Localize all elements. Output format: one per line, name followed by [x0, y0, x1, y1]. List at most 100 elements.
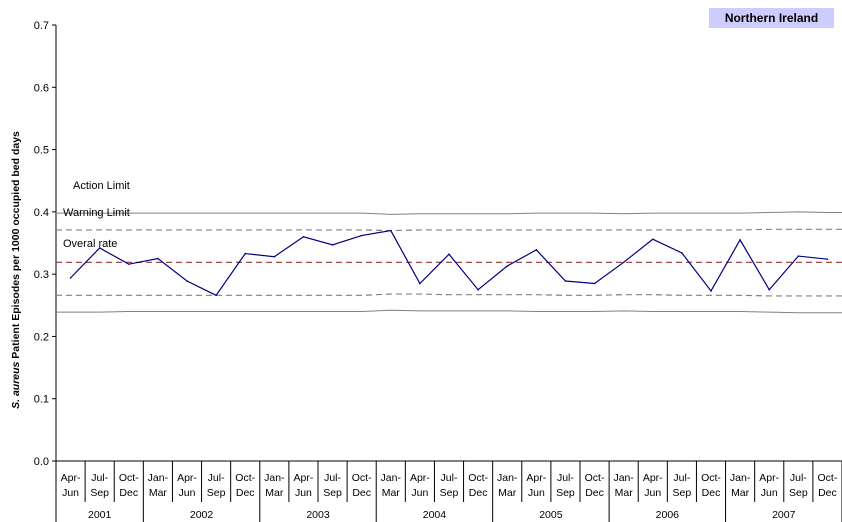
action-limit-label: Action Limit	[73, 180, 130, 192]
quarter-label-line1: Jul-	[324, 472, 341, 484]
quarter-label-line2: Sep	[673, 487, 692, 499]
quarter-label-line1: Jan-	[148, 472, 169, 484]
quarter-label-line2: Jun	[411, 487, 428, 499]
year-label: 2003	[306, 509, 330, 521]
quarter-label-line1: Apr-	[61, 472, 81, 484]
rate-point	[535, 249, 538, 251]
rate-point	[710, 290, 712, 292]
rate-point	[477, 288, 479, 291]
y-tick-label: 0.1	[34, 394, 49, 406]
rate-point	[826, 258, 829, 260]
rate-point	[127, 263, 130, 265]
action-limit-upper-line	[56, 211, 842, 215]
quarter-label-line2: Sep	[323, 487, 342, 499]
rate-point	[593, 282, 596, 285]
warning-limit-lower-line	[56, 293, 842, 297]
quarter-label-line2: Mar	[149, 487, 168, 499]
quarter-label-line2: Dec	[352, 487, 371, 499]
year-label: 2002	[190, 509, 214, 521]
year-label: 2004	[423, 509, 447, 521]
y-tick-label: 0.6	[34, 82, 49, 94]
quarter-label-line2: Mar	[498, 487, 517, 499]
control-lines	[56, 211, 842, 314]
quarter-label-line1: Jan-	[613, 472, 634, 484]
axes: 0.0 0.1 0.2 0.3 0.4 0.5 0.6 0.7	[34, 20, 57, 468]
rate-point	[69, 277, 72, 279]
quarter-label-line2: Jun	[62, 487, 79, 499]
year-label: 2006	[656, 509, 680, 521]
quarter-label-line2: Sep	[90, 487, 109, 499]
quarter-label-line1: Oct-	[352, 472, 372, 484]
quarter-label-line1: Jul-	[673, 472, 690, 484]
quarter-label-line1: Jul-	[91, 472, 108, 484]
year-label: 2005	[539, 509, 563, 521]
rate-point	[651, 238, 654, 241]
year-label: 2007	[772, 509, 796, 521]
y-tick-label: 0.4	[34, 207, 49, 219]
rate-point	[448, 253, 450, 256]
rate-point	[506, 265, 509, 267]
quarter-label-line2: Mar	[265, 487, 284, 499]
rate-point	[331, 244, 334, 246]
quarter-label-line2: Mar	[615, 487, 634, 499]
rate-point	[681, 252, 683, 254]
quarter-label-line2: Jun	[528, 487, 545, 499]
year-label: 2001	[88, 509, 112, 521]
quarter-label-line1: Oct-	[468, 472, 488, 484]
rate-point	[273, 255, 276, 258]
quarter-label-line1: Apr-	[410, 472, 430, 484]
quarter-label-line2: Mar	[382, 487, 401, 499]
rate-point	[622, 261, 625, 264]
rate-point	[564, 280, 567, 282]
quarter-label-line1: Apr-	[526, 472, 546, 484]
quarter-label-line2: Dec	[119, 487, 138, 499]
quarter-label-line1: Apr-	[294, 472, 314, 484]
quarter-label-line1: Apr-	[643, 472, 663, 484]
quarter-label-line2: Sep	[207, 487, 226, 499]
quarter-label-line2: Mar	[731, 487, 750, 499]
warning-limit-label: Warning Limit	[63, 207, 130, 219]
quarter-label-line2: Dec	[818, 487, 837, 499]
series-rate	[69, 229, 829, 297]
action-limit-lower-line	[56, 309, 842, 314]
y-tick-label: 0.2	[34, 331, 49, 343]
rate-point	[360, 234, 363, 237]
quarter-label-line1: Jan-	[730, 472, 751, 484]
rate-point	[419, 282, 421, 285]
rate-point	[302, 235, 305, 238]
y-axis-label-species: S. aureus	[10, 361, 22, 409]
quarter-label-line2: Sep	[440, 487, 459, 499]
quarter-label-line2: Dec	[702, 487, 721, 499]
y-tick-label: 0.3	[34, 269, 49, 281]
rate-point	[768, 288, 771, 291]
quarter-label-line2: Jun	[295, 487, 312, 499]
y-axis-label-rest: Patient Episodes per 1000 occupied bed d…	[10, 131, 22, 362]
rate-series-line	[70, 229, 828, 297]
quarter-label-line2: Sep	[789, 487, 808, 499]
quarter-label-line2: Jun	[761, 487, 778, 499]
region-badge: Northern Ireland	[709, 8, 834, 28]
quarter-label-line1: Jul-	[557, 472, 574, 484]
quarter-label-line2: Dec	[236, 487, 255, 499]
quarter-label-line1: Oct-	[585, 472, 605, 484]
quarter-label-line1: Jan-	[497, 472, 518, 484]
warning-limit-upper-line	[56, 228, 842, 232]
quarter-label-line1: Oct-	[235, 472, 255, 484]
y-tick-label: 0.0	[34, 456, 49, 468]
quarter-label-line1: Jul-	[208, 472, 225, 484]
quarter-label-line2: Dec	[585, 487, 604, 499]
x-axis: Apr- Jun Jul- Sep Oct- Dec Jan- Mar Apr- Jun Jul- S…	[55, 460, 842, 522]
rate-point	[244, 252, 247, 255]
quarter-label-line1: Jul-	[790, 472, 807, 484]
quarter-label-line2: Dec	[469, 487, 488, 499]
quarter-label-line1: Oct-	[119, 472, 139, 484]
rate-point	[186, 280, 188, 282]
rate-point	[797, 255, 800, 257]
quarter-label-line1: Oct-	[818, 472, 838, 484]
rate-point	[389, 229, 392, 232]
quarter-label-line1: Apr-	[759, 472, 779, 484]
quarter-label-line2: Jun	[179, 487, 196, 499]
overall-rate-label: Overal rate	[63, 238, 118, 250]
rate-point	[215, 294, 217, 297]
